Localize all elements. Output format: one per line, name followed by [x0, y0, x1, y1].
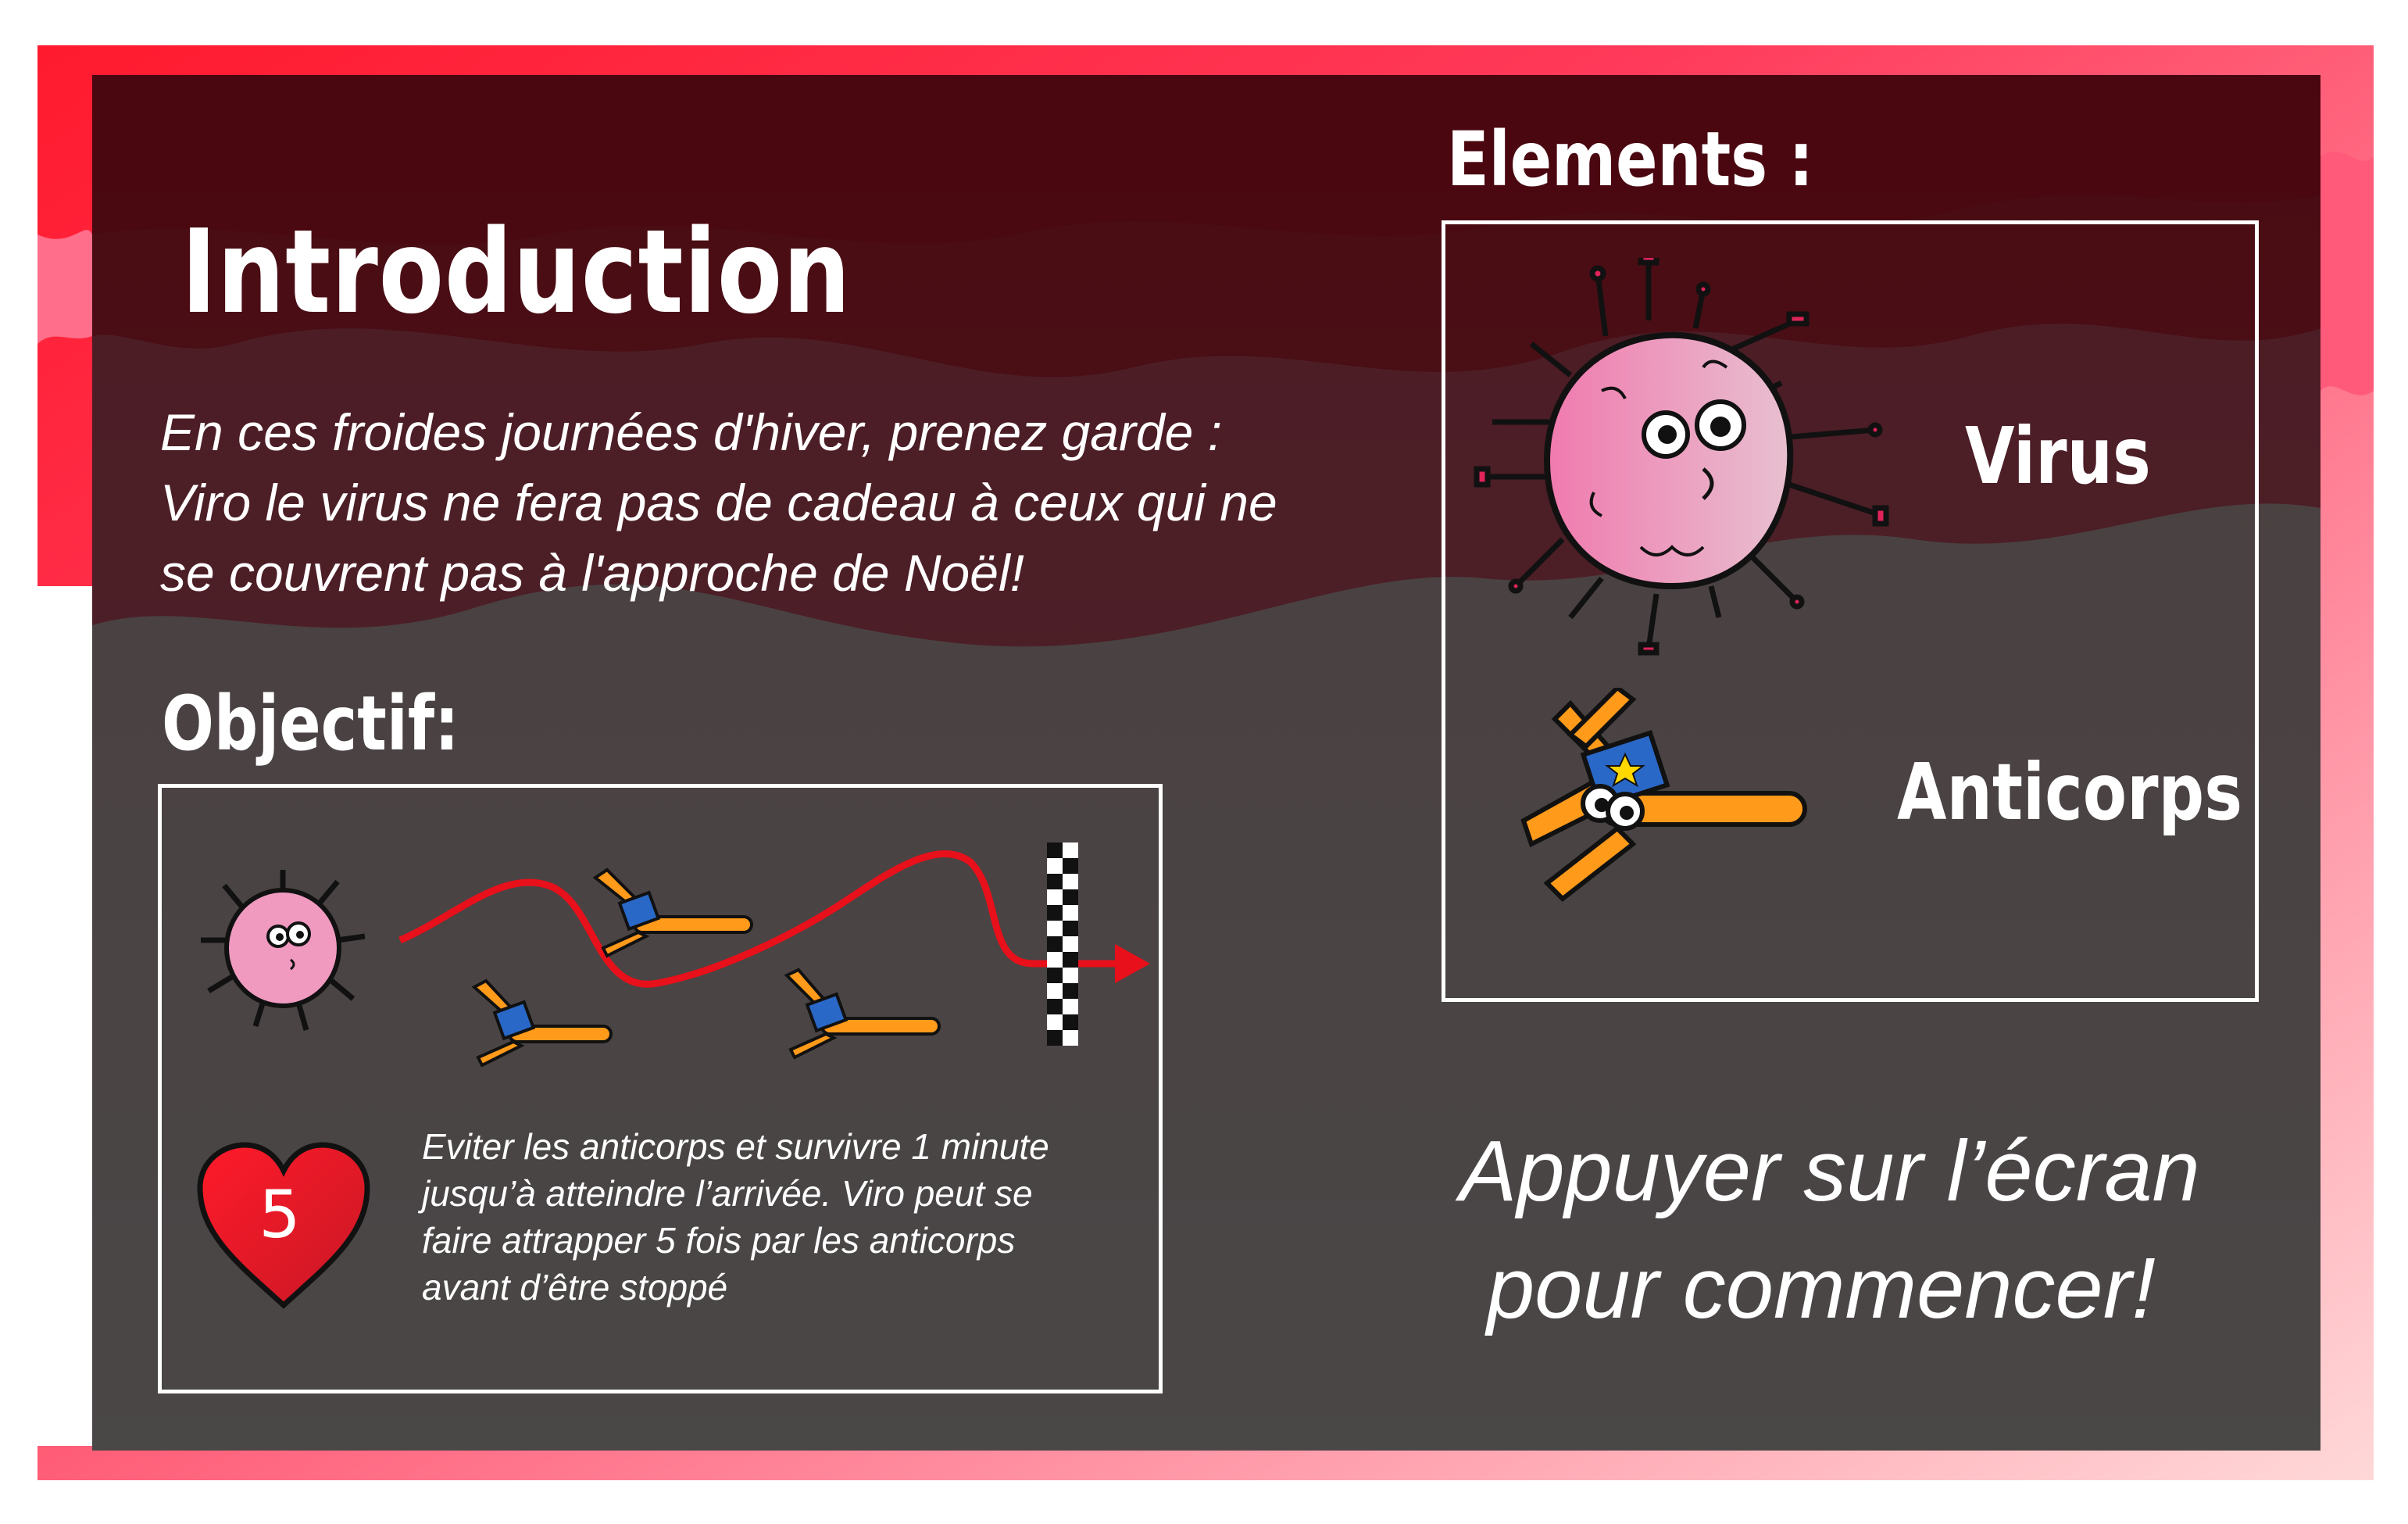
objective-line-2: jusqu’à atteindre l’arrivée. Viro peut s… — [422, 1173, 1033, 1214]
antibody-icon-1 — [592, 868, 753, 958]
lives-count: 5 — [259, 1176, 301, 1253]
objective-line-3: faire attrapper 5 fois par les anticorps — [422, 1220, 1016, 1261]
small-virus-icon — [201, 870, 366, 1031]
elements-panel — [1442, 220, 2259, 1002]
start-prompt-line-2[interactable]: pour commencer! — [1487, 1240, 2156, 1336]
intro-title: Introduction — [181, 205, 852, 339]
trajectory-arrow — [398, 850, 1119, 988]
antibody-icon — [1520, 688, 1807, 902]
start-prompt-line-1[interactable]: Appuyer sur l’écran — [1459, 1123, 2200, 1219]
antibody-label: Anticorps — [1897, 746, 2243, 838]
antibody-icon-3 — [784, 968, 941, 1060]
objective-title: Objectif: — [162, 680, 459, 767]
heart-lives-icon — [197, 1142, 370, 1309]
virus-label: Virus — [1965, 410, 2151, 502]
virus-icon — [1474, 258, 1889, 656]
objective-panel — [158, 784, 1163, 1393]
intro-line-1: En ces froides journées d'hiver, prenez … — [160, 403, 1223, 461]
objective-line-4: avant d’être stoppé — [422, 1267, 728, 1308]
elements-title: Elements : — [1447, 116, 1813, 203]
finish-flag-icon — [1047, 842, 1078, 1046]
intro-line-2: Viro le virus ne fera pas de cadeau à ce… — [160, 474, 1277, 531]
objective-line-1: Eviter les anticorps et survivre 1 minut… — [422, 1126, 1049, 1167]
objective-illustration — [201, 842, 1150, 1068]
intro-line-3: se couvrent pas à l'approche de Noël! — [160, 544, 1024, 602]
antibody-icon-2 — [471, 978, 613, 1068]
